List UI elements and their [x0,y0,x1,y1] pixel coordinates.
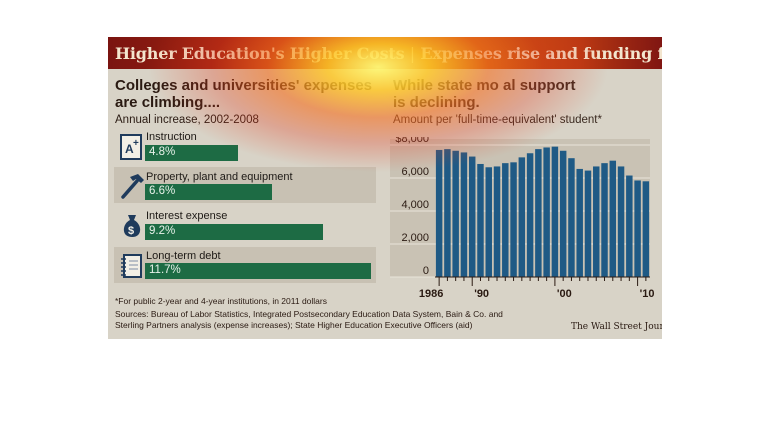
left-heading-line2: are climbing.... [115,94,221,111]
money-bag-icon: $ [118,212,146,240]
bar-2001 [559,150,567,277]
left-heading: Colleges and universities' expenses are … [115,77,372,111]
notebook-icon [118,252,146,280]
bar-2010 [634,180,641,277]
bar-1994 [502,163,509,277]
x-tick-label: 1986 [419,288,443,300]
bar-1989 [460,152,468,277]
bar-2009 [626,175,633,277]
bar-instruction: 4.8% [145,145,238,161]
bar-1997 [526,153,534,277]
y-tick-label: 6,000 [401,166,429,178]
bar-1986 [435,149,443,277]
bar-2000 [551,146,559,277]
row-label-property: Property, plant and equipment [146,171,293,183]
state-support-chart: 0 2,000 4,000 6,000 $8,000 1986 '90 '00 '10 [390,137,655,300]
hammer-icon [118,172,146,200]
bar-property: 6.6% [145,184,272,200]
y-tick-label: 4,000 [401,199,429,211]
bar-2005 [593,166,600,277]
svg-text:$: $ [128,225,134,237]
y-tick-label: 0 [423,265,429,277]
bar-1993 [493,166,501,277]
bar-debt: 11.7% [145,263,371,279]
left-subheading: Annual increase, 2002-2008 [115,114,259,126]
bar-1991 [477,163,484,277]
bar-interest: 9.2% [145,224,323,240]
right-subheading: Amount per 'full-time-equivalent' studen… [393,114,602,126]
x-tick-label: '90 [474,288,489,300]
bar-1988 [452,150,459,277]
bar-1999 [543,147,550,277]
bar-1995 [510,162,517,277]
sources: Sources: Bureau of Labor Statistics, Int… [115,309,503,330]
x-tick-label: '10 [640,288,655,300]
bar-2008 [617,166,625,277]
bar-1992 [485,167,492,277]
infographic-card: Higher Education's Higher Costs | Expens… [108,37,662,339]
x-tick-label: '00 [557,288,572,300]
svg-text:+: + [133,138,139,149]
bar-2007 [609,160,617,277]
infographic-title: Higher Education's Higher Costs | Expens… [115,44,662,63]
right-heading-line2: is declining. [393,94,480,111]
bar-2006 [601,163,608,277]
right-heading-line1: While state mo al support [393,77,576,94]
row-label-debt: Long-term debt [146,250,221,262]
credit: The Wall Street Journal [571,322,662,332]
bar-value-instruction: 4.8% [149,146,176,158]
bar-value-property: 6.6% [149,185,176,197]
title-separator: | [409,44,415,63]
bar-2004 [584,170,592,277]
left-heading-line1: Colleges and universities' expenses [115,77,373,94]
row-label-interest: Interest expense [146,210,228,222]
bar-value-debt: 11.7% [149,264,181,276]
report-card-icon: A + [118,133,146,161]
bar-2003 [576,168,583,277]
footnote: *For public 2-year and 4-year institutio… [115,296,327,306]
bar-1990 [468,156,476,277]
title-sub: Expenses rise and funding falls [420,44,662,63]
row-label-instruction: Instruction [146,131,197,143]
y-tick-label: $8,000 [395,137,429,145]
bar-1998 [535,149,542,277]
bar-2002 [568,158,575,277]
y-tick-label: 2,000 [401,232,429,244]
bar-2011 [642,181,650,277]
bar-1996 [518,157,526,277]
bar-value-interest: 9.2% [149,225,176,237]
title-bar: Higher Education's Higher Costs | Expens… [108,37,662,69]
bar-1987 [444,149,451,277]
title-main: Higher Education's Higher Costs [115,44,405,63]
right-heading: While state mo al support is declining. [393,77,576,111]
